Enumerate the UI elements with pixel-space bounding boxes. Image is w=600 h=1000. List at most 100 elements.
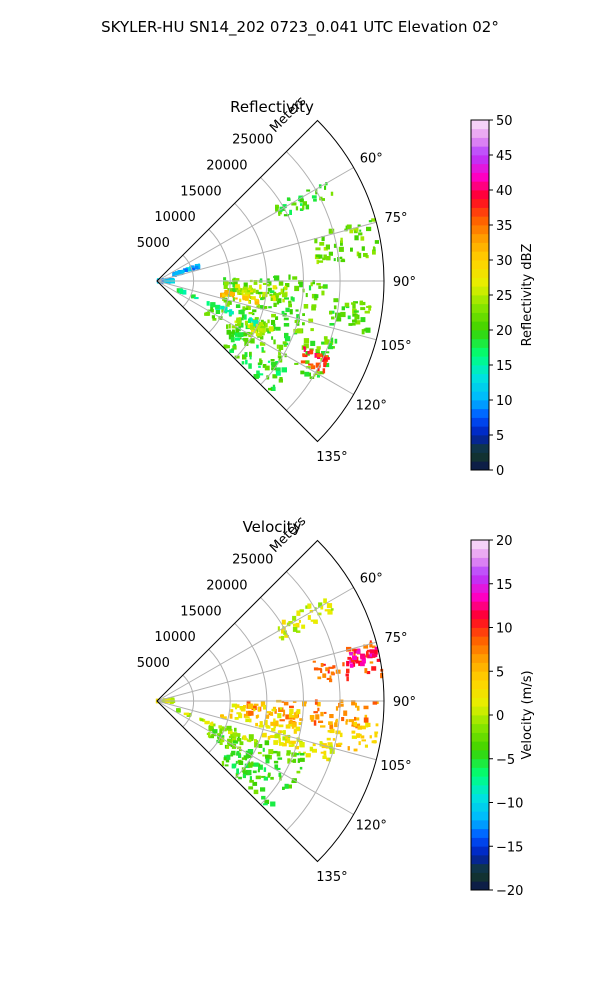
radar-echo-cell bbox=[363, 644, 369, 649]
azimuth-gridline bbox=[156, 221, 377, 282]
colorbar-step bbox=[471, 443, 489, 453]
radar-echo-cell bbox=[259, 373, 264, 376]
radar-echo-region bbox=[223, 329, 287, 391]
radar-echo-cell bbox=[315, 362, 321, 368]
radar-echo-cell bbox=[338, 703, 344, 707]
colorbar-step bbox=[471, 697, 489, 707]
figure-suptitle: SKYLER-HU SN14_202 0723_0.041 UTC Elevat… bbox=[101, 18, 499, 37]
reflectivity-polar-axes: 5000 10000 15000 20000 25000 60° 75° 90° 105° 120… bbox=[137, 94, 416, 465]
radar-echo-cell bbox=[374, 646, 378, 652]
velocity-panel: Velocity 5000 10000 15000 20000 25000 60° 75° 9… bbox=[137, 514, 535, 899]
radar-echo-cell bbox=[257, 304, 260, 309]
radar-echo-cell bbox=[353, 301, 358, 304]
radar-echo-cell bbox=[228, 735, 231, 739]
radar-echo-cell bbox=[249, 290, 254, 293]
radar-echo-cell bbox=[237, 332, 244, 337]
radar-echo-cell bbox=[324, 360, 327, 365]
radar-echo-cell bbox=[291, 724, 295, 729]
colorbar-tick-label: 20 bbox=[496, 534, 513, 549]
radar-echo-cell bbox=[329, 748, 335, 754]
radar-echo-cell bbox=[302, 313, 305, 316]
radar-echo-cell bbox=[256, 370, 260, 374]
radar-echo-region bbox=[221, 750, 289, 807]
radar-echo-cell bbox=[232, 282, 236, 288]
radar-echo-cell bbox=[270, 801, 276, 807]
radar-echo-cell bbox=[259, 284, 262, 290]
azimuth-gridline bbox=[156, 587, 354, 702]
radar-echo-cell bbox=[363, 253, 368, 257]
radar-echo-cell bbox=[240, 706, 246, 712]
radar-echo-cell bbox=[308, 285, 312, 291]
radar-echo-cell bbox=[282, 714, 285, 717]
azimuth-tick-label: 75° bbox=[384, 631, 407, 646]
radar-echo-cell bbox=[244, 716, 250, 719]
radar-echo-cell bbox=[204, 312, 209, 316]
colorbar-step bbox=[471, 583, 489, 593]
radar-echo-cell bbox=[299, 208, 304, 211]
colorbar-step bbox=[471, 163, 489, 173]
radar-echo-cell bbox=[279, 707, 283, 710]
colorbar-step bbox=[471, 688, 489, 698]
radar-echo-cell bbox=[258, 744, 263, 748]
radar-echo-cell bbox=[234, 332, 240, 337]
velocity-polar-axes: 5000 10000 15000 20000 25000 60° 75° 90° 105° 120… bbox=[137, 514, 416, 885]
radar-echo-cell bbox=[283, 630, 287, 635]
colorbar-tick-label: 5 bbox=[496, 665, 504, 680]
velocity-colorbar: −20 −15 −10 −5 0 5 10 15 20 Velocity (m/s) bbox=[470, 534, 535, 899]
radar-echo-cell bbox=[267, 287, 272, 292]
radar-echo-cell bbox=[230, 733, 235, 738]
radar-echo-cell bbox=[330, 671, 335, 675]
radar-echo-cell bbox=[248, 300, 251, 304]
radar-echo-cell bbox=[320, 286, 325, 289]
radar-echo-cell bbox=[367, 722, 371, 727]
radar-echo-cell bbox=[229, 713, 233, 719]
colorbar-step bbox=[471, 881, 489, 891]
radar-echo-cell bbox=[345, 673, 349, 677]
radar-echo-cell bbox=[360, 662, 365, 667]
radar-echo-cell bbox=[260, 319, 264, 322]
radar-echo-cell bbox=[254, 300, 260, 305]
colorbar-tick-label: 30 bbox=[496, 254, 513, 269]
radar-echo-cell bbox=[271, 319, 276, 325]
radar-echo-cell bbox=[285, 307, 290, 313]
radar-echo-cell bbox=[314, 294, 319, 299]
colorbar-step bbox=[471, 732, 489, 742]
radar-echo-cell bbox=[351, 722, 355, 725]
radar-echo-cell bbox=[239, 749, 242, 752]
radar-echo-cell bbox=[262, 282, 268, 285]
radar-echo-cell bbox=[226, 324, 229, 329]
radar-echo-cell bbox=[313, 667, 319, 671]
radar-echo-cell bbox=[191, 267, 196, 271]
radar-echo-cell bbox=[223, 277, 227, 281]
radar-echo-cell bbox=[238, 760, 244, 765]
radar-echo-cell bbox=[303, 343, 309, 349]
radar-echo-cell bbox=[356, 733, 361, 738]
radar-echo-cell bbox=[235, 285, 240, 291]
radar-echo-cell bbox=[281, 292, 288, 298]
colorbar-step bbox=[471, 408, 489, 418]
radar-echo-cell bbox=[231, 348, 235, 351]
radar-echo-cell bbox=[325, 362, 330, 368]
colorbar-step bbox=[471, 242, 489, 252]
radar-echo-cell bbox=[321, 341, 326, 345]
radar-echo-cell bbox=[291, 752, 297, 757]
radar-echo-cell bbox=[366, 226, 372, 232]
radar-echo-cell bbox=[303, 338, 310, 344]
radar-echo-cell bbox=[326, 677, 331, 680]
radar-echo-cell bbox=[285, 714, 290, 720]
colorbar-step bbox=[471, 452, 489, 462]
radar-echo-cell bbox=[194, 265, 199, 270]
radar-echo-cell bbox=[325, 244, 330, 250]
radar-echo-cell bbox=[205, 721, 208, 725]
radar-echo-cell bbox=[266, 726, 271, 729]
colorbar-step bbox=[471, 295, 489, 305]
colorbar-tick-label: −20 bbox=[496, 884, 523, 899]
radar-echo-cell bbox=[281, 619, 286, 625]
radar-echo-cell bbox=[247, 749, 254, 754]
radar-echo-region bbox=[234, 317, 274, 337]
radar-echo-cell bbox=[323, 750, 327, 756]
radar-echo-cell bbox=[326, 256, 331, 261]
radar-echo-cell bbox=[258, 764, 263, 770]
radar-echo-cell bbox=[325, 355, 328, 359]
radar-echo-cell bbox=[283, 214, 290, 217]
